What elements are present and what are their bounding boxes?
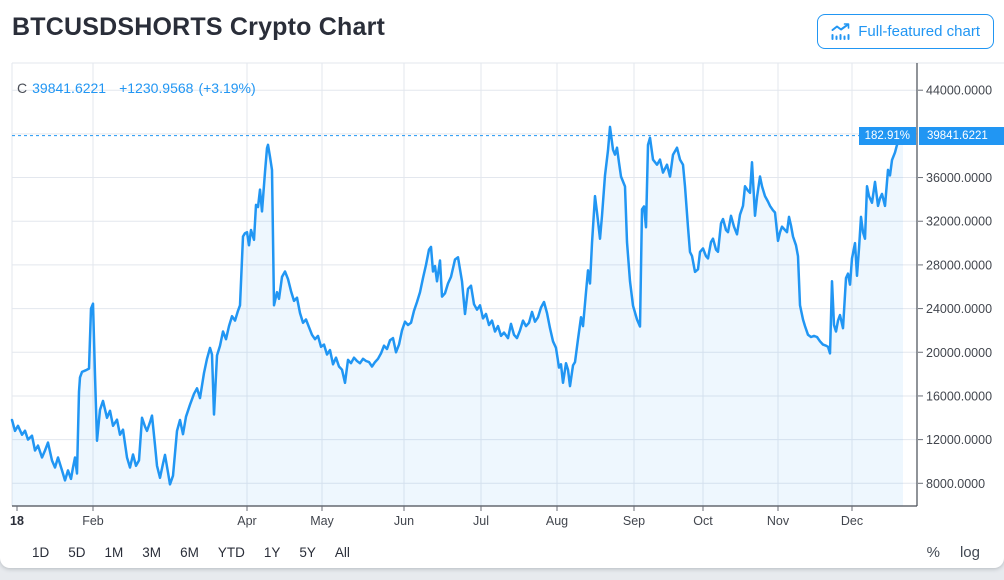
range-button-5y[interactable]: 5Y [299, 544, 316, 560]
percent-scale-button[interactable]: % [926, 543, 940, 561]
range-button-1y[interactable]: 1Y [263, 544, 281, 560]
y-axis-label: 8000.0000 [926, 477, 985, 491]
full-featured-chart-button[interactable]: Full-featured chart [817, 14, 994, 49]
x-axis-label: Sep [623, 514, 645, 528]
x-axis-label: Nov [767, 514, 790, 528]
legend-series-marker: C [17, 80, 28, 96]
x-axis-label: Aug [546, 514, 568, 528]
last-price-badge: 39841.6221 [919, 127, 1004, 145]
legend-change-percent: (+3.19%) [198, 80, 256, 96]
x-axis-label: Jun [394, 514, 414, 528]
y-axis-label: 20000.0000 [926, 346, 992, 360]
legend-last-price: 39841.6221 [32, 80, 107, 96]
scale-toggles: % log [925, 536, 982, 568]
range-button-5d[interactable]: 5D [68, 544, 86, 560]
range-button-1m[interactable]: 1M [104, 544, 124, 560]
x-axis-label: Jul [473, 514, 489, 528]
chart-legend: C 39841.6221 +1230.9568 (+3.19%) [17, 80, 256, 96]
area-chart-icon [831, 23, 850, 40]
x-axis-label: 18 [10, 514, 24, 528]
percent-change-badge: 182.91% [858, 127, 916, 145]
header: BTCUSDSHORTS Crypto Chart [0, 0, 1004, 58]
x-axis-label: May [310, 514, 334, 528]
legend-change: +1230.9568 [119, 80, 194, 96]
range-button-3m[interactable]: 3M [142, 544, 162, 560]
x-axis-label: Apr [237, 514, 256, 528]
y-axis-label: 36000.0000 [926, 171, 992, 185]
x-axis-label: Feb [82, 514, 104, 528]
range-button-1d[interactable]: 1D [32, 544, 50, 560]
x-axis-label: Oct [693, 514, 713, 528]
full-featured-chart-label: Full-featured chart [858, 23, 980, 40]
chart-plot-area[interactable] [12, 63, 917, 506]
range-toolbar: 1D 5D 1M 3M 6M YTD 1Y 5Y All % log [0, 536, 1004, 568]
log-scale-button[interactable]: log [959, 543, 980, 561]
y-axis-label: 44000.0000 [926, 84, 992, 98]
y-axis-label: 12000.0000 [926, 433, 992, 447]
range-buttons: 1D 5D 1M 3M 6M YTD 1Y 5Y All [30, 536, 352, 568]
y-axis-label: 32000.0000 [926, 215, 992, 229]
x-axis-label: Dec [841, 514, 863, 528]
page-title: BTCUSDSHORTS Crypto Chart [12, 13, 386, 41]
chart-card: BTCUSDSHORTS Crypto Chart [0, 0, 1004, 568]
y-axis-label: 28000.0000 [926, 258, 992, 272]
range-button-all[interactable]: All [334, 544, 350, 560]
range-button-6m[interactable]: 6M [180, 544, 199, 560]
y-axis-label: 24000.0000 [926, 302, 992, 316]
y-axis-label: 16000.0000 [926, 389, 992, 403]
range-button-ytd[interactable]: YTD [217, 544, 245, 560]
